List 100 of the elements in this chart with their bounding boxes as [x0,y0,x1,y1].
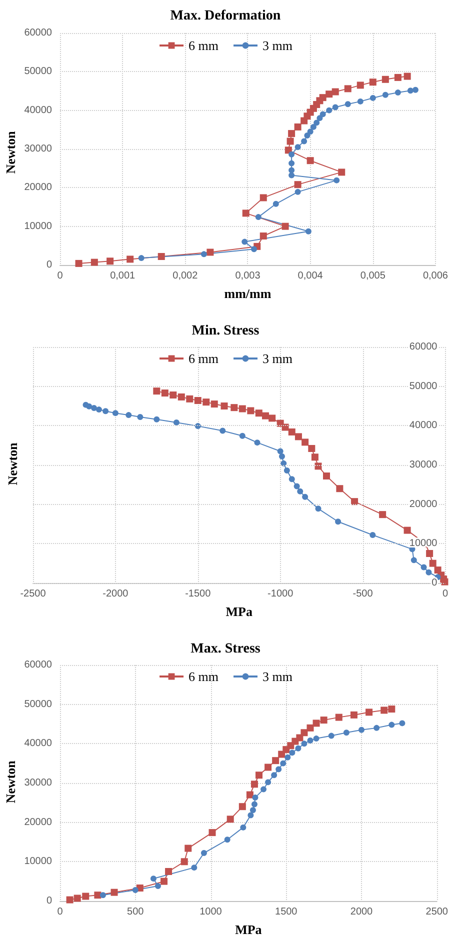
point [307,738,314,744]
x-axis-title: mm/mm [224,286,272,301]
point [280,760,286,766]
point [96,406,102,413]
point [150,876,156,882]
point [394,74,402,81]
x-axis-title: MPa [226,604,253,619]
point [165,868,172,875]
x-tick-label: -500 [352,588,374,600]
point [252,794,258,801]
point [194,396,202,404]
x-tick-label: 500 [127,906,144,918]
point [314,462,322,470]
point [264,764,272,771]
point [344,85,352,92]
point [426,569,432,576]
point [307,128,314,135]
chart-title: Min. Stress [192,324,260,338]
x-tick-label: 0,002 [172,270,198,282]
point [332,104,338,110]
y2-tick-label: 50000 [409,380,438,392]
point [288,172,295,178]
point [226,816,234,823]
y-tick-label: 30000 [24,778,52,788]
point [370,532,376,538]
point [246,791,254,798]
point [388,722,395,728]
point [242,210,250,217]
point [294,181,302,188]
point [288,428,296,436]
point [137,414,144,420]
point [382,92,388,98]
x-tick-label: 0,001 [110,270,136,282]
point [260,194,267,202]
point [399,720,406,726]
point [242,238,248,245]
point [326,90,333,98]
point [265,779,272,786]
point [289,750,296,756]
point [288,160,295,166]
point [310,124,316,130]
point [412,86,418,93]
x-tick-label: 2000 [350,906,374,918]
point [268,414,276,422]
legend-label: 3 mm [262,351,292,366]
point [126,256,134,263]
point [272,757,280,764]
point [288,151,295,158]
point [173,420,180,426]
y2-tick-label: 30000 [409,460,438,470]
point [286,138,294,145]
x-tick-label: 1000 [200,906,222,918]
point [294,123,302,130]
y-tick-label: 30000 [24,144,52,154]
point [351,498,358,506]
y-tick-label: 0 [46,896,52,906]
point [180,858,188,866]
point [394,90,401,96]
y-tick-label: 50000 [24,698,52,710]
x-tick-label: 0,004 [298,270,324,282]
point [338,168,346,176]
point [369,78,376,86]
point [404,526,411,534]
point [420,564,427,570]
point [82,892,90,900]
y-tick-label: 60000 [24,28,52,38]
point [100,892,106,898]
point [153,388,160,395]
point [297,488,304,494]
point [154,416,160,422]
x-tick-label: 0 [442,588,448,600]
point [344,101,351,108]
point [210,400,218,408]
point [206,248,214,256]
point [343,730,350,736]
point [66,896,74,904]
x-tick-label: 0,006 [422,270,448,282]
point [158,252,165,260]
point [238,803,246,810]
point [250,807,256,814]
point [294,483,300,490]
y-tick-label: 40000 [24,738,52,750]
point [202,398,210,406]
point [138,255,144,262]
point [208,829,216,836]
point [91,404,98,411]
x-tick-label: -1500 [185,588,212,600]
point [200,850,207,856]
point [251,801,258,808]
point [314,120,320,126]
point [300,729,308,736]
point [284,754,291,760]
point [313,736,320,742]
x-tick-label: -2500 [20,588,46,600]
point [278,453,285,460]
point [312,720,320,727]
point [332,88,339,96]
point [160,878,168,885]
point [255,772,262,779]
point [319,94,326,102]
